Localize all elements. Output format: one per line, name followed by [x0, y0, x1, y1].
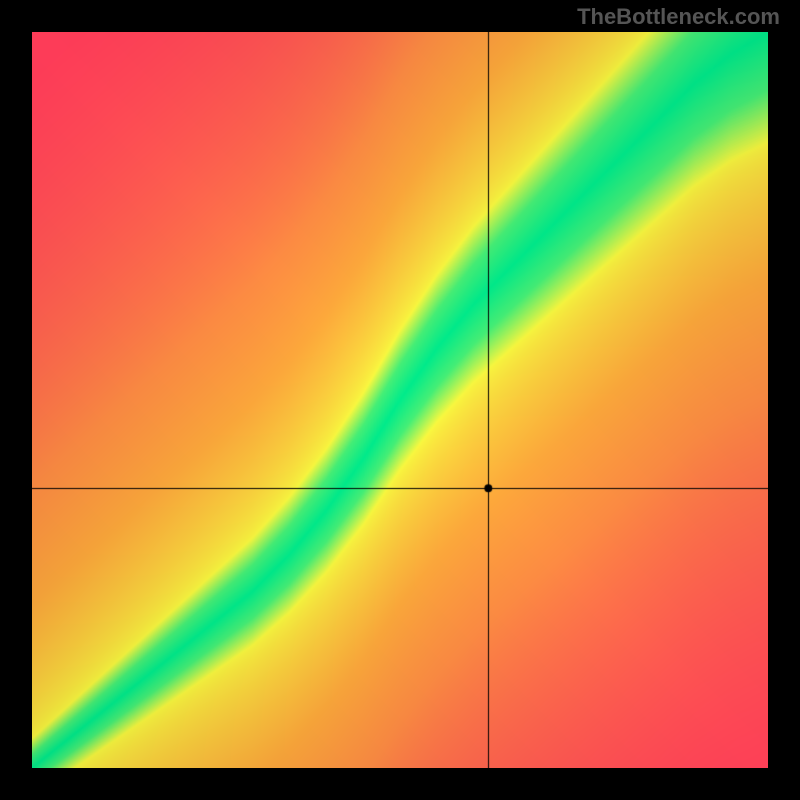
watermark-text: TheBottleneck.com: [577, 4, 780, 30]
bottleneck-heatmap: [32, 32, 768, 768]
chart-container: { "watermark": { "text": "TheBottleneck.…: [0, 0, 800, 800]
